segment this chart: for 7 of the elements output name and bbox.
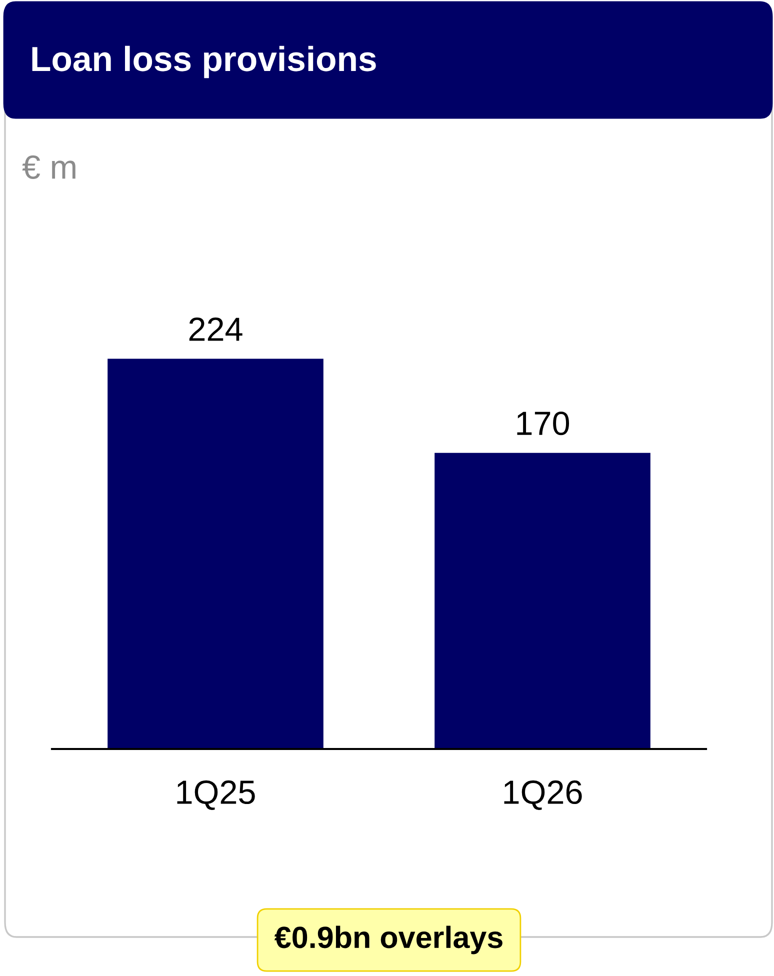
chart-subtitle: € m — [22, 155, 76, 179]
text: €0.9bn overlays — [274, 926, 502, 954]
chart-title: Loan loss provisions — [32, 46, 376, 78]
x-tick-label: 1Q25 — [177, 780, 255, 810]
data-label: 170 — [517, 412, 570, 436]
x-tick-label: 1Q26 — [504, 780, 582, 810]
data-label: 224 — [189, 318, 242, 341]
